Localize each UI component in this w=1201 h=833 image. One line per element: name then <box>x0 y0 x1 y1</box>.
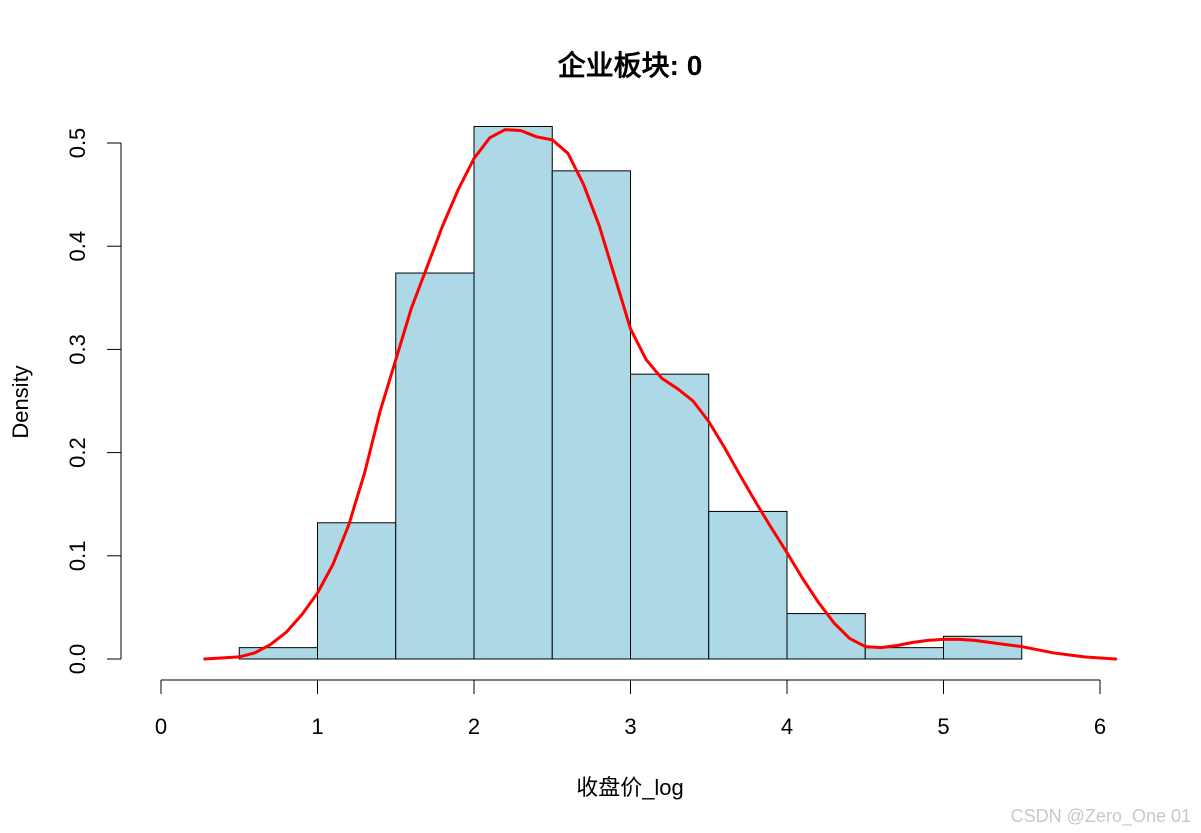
y-tick-label-0: 0.0 <box>65 644 90 675</box>
y-tick-label-2: 0.2 <box>65 437 90 468</box>
histogram-bars <box>238 125 1023 660</box>
histogram-bar-3 <box>473 125 553 660</box>
density-curve-layer <box>203 128 1118 661</box>
density-curve <box>203 128 1118 661</box>
histogram-bar-5 <box>630 373 710 660</box>
histogram-bar-4 <box>551 170 631 660</box>
y-axis: 0.0 0.1 0.2 0.3 0.4 0.5 <box>65 128 122 675</box>
histogram-bar-8 <box>864 647 944 660</box>
x-tick-label-2: 2 <box>468 714 480 739</box>
watermark: CSDN @Zero_One 01 <box>1010 806 1191 826</box>
x-tick-label-6: 6 <box>1094 714 1106 739</box>
y-tick-label-3: 0.3 <box>65 334 90 365</box>
x-tick-label-1: 1 <box>311 714 323 739</box>
y-axis-label: Density <box>8 365 33 438</box>
chart-title: 企业板块: 0 <box>558 49 703 81</box>
histogram-bar-1 <box>317 522 397 660</box>
y-tick-label-1: 0.1 <box>65 541 90 572</box>
x-tick-label-3: 3 <box>624 714 636 739</box>
histogram-bar-2 <box>395 272 475 660</box>
x-axis: 0 1 2 3 4 5 6 <box>155 679 1106 739</box>
y-tick-label-5: 0.5 <box>65 128 90 159</box>
histogram-bar-7 <box>786 613 866 660</box>
x-tick-label-5: 5 <box>937 714 949 739</box>
y-tick-label-4: 0.4 <box>65 231 90 262</box>
x-tick-label-4: 4 <box>781 714 793 739</box>
histogram-bar-6 <box>708 510 788 660</box>
x-tick-label-0: 0 <box>155 714 167 739</box>
x-axis-label: 收盘价_log <box>576 775 684 800</box>
